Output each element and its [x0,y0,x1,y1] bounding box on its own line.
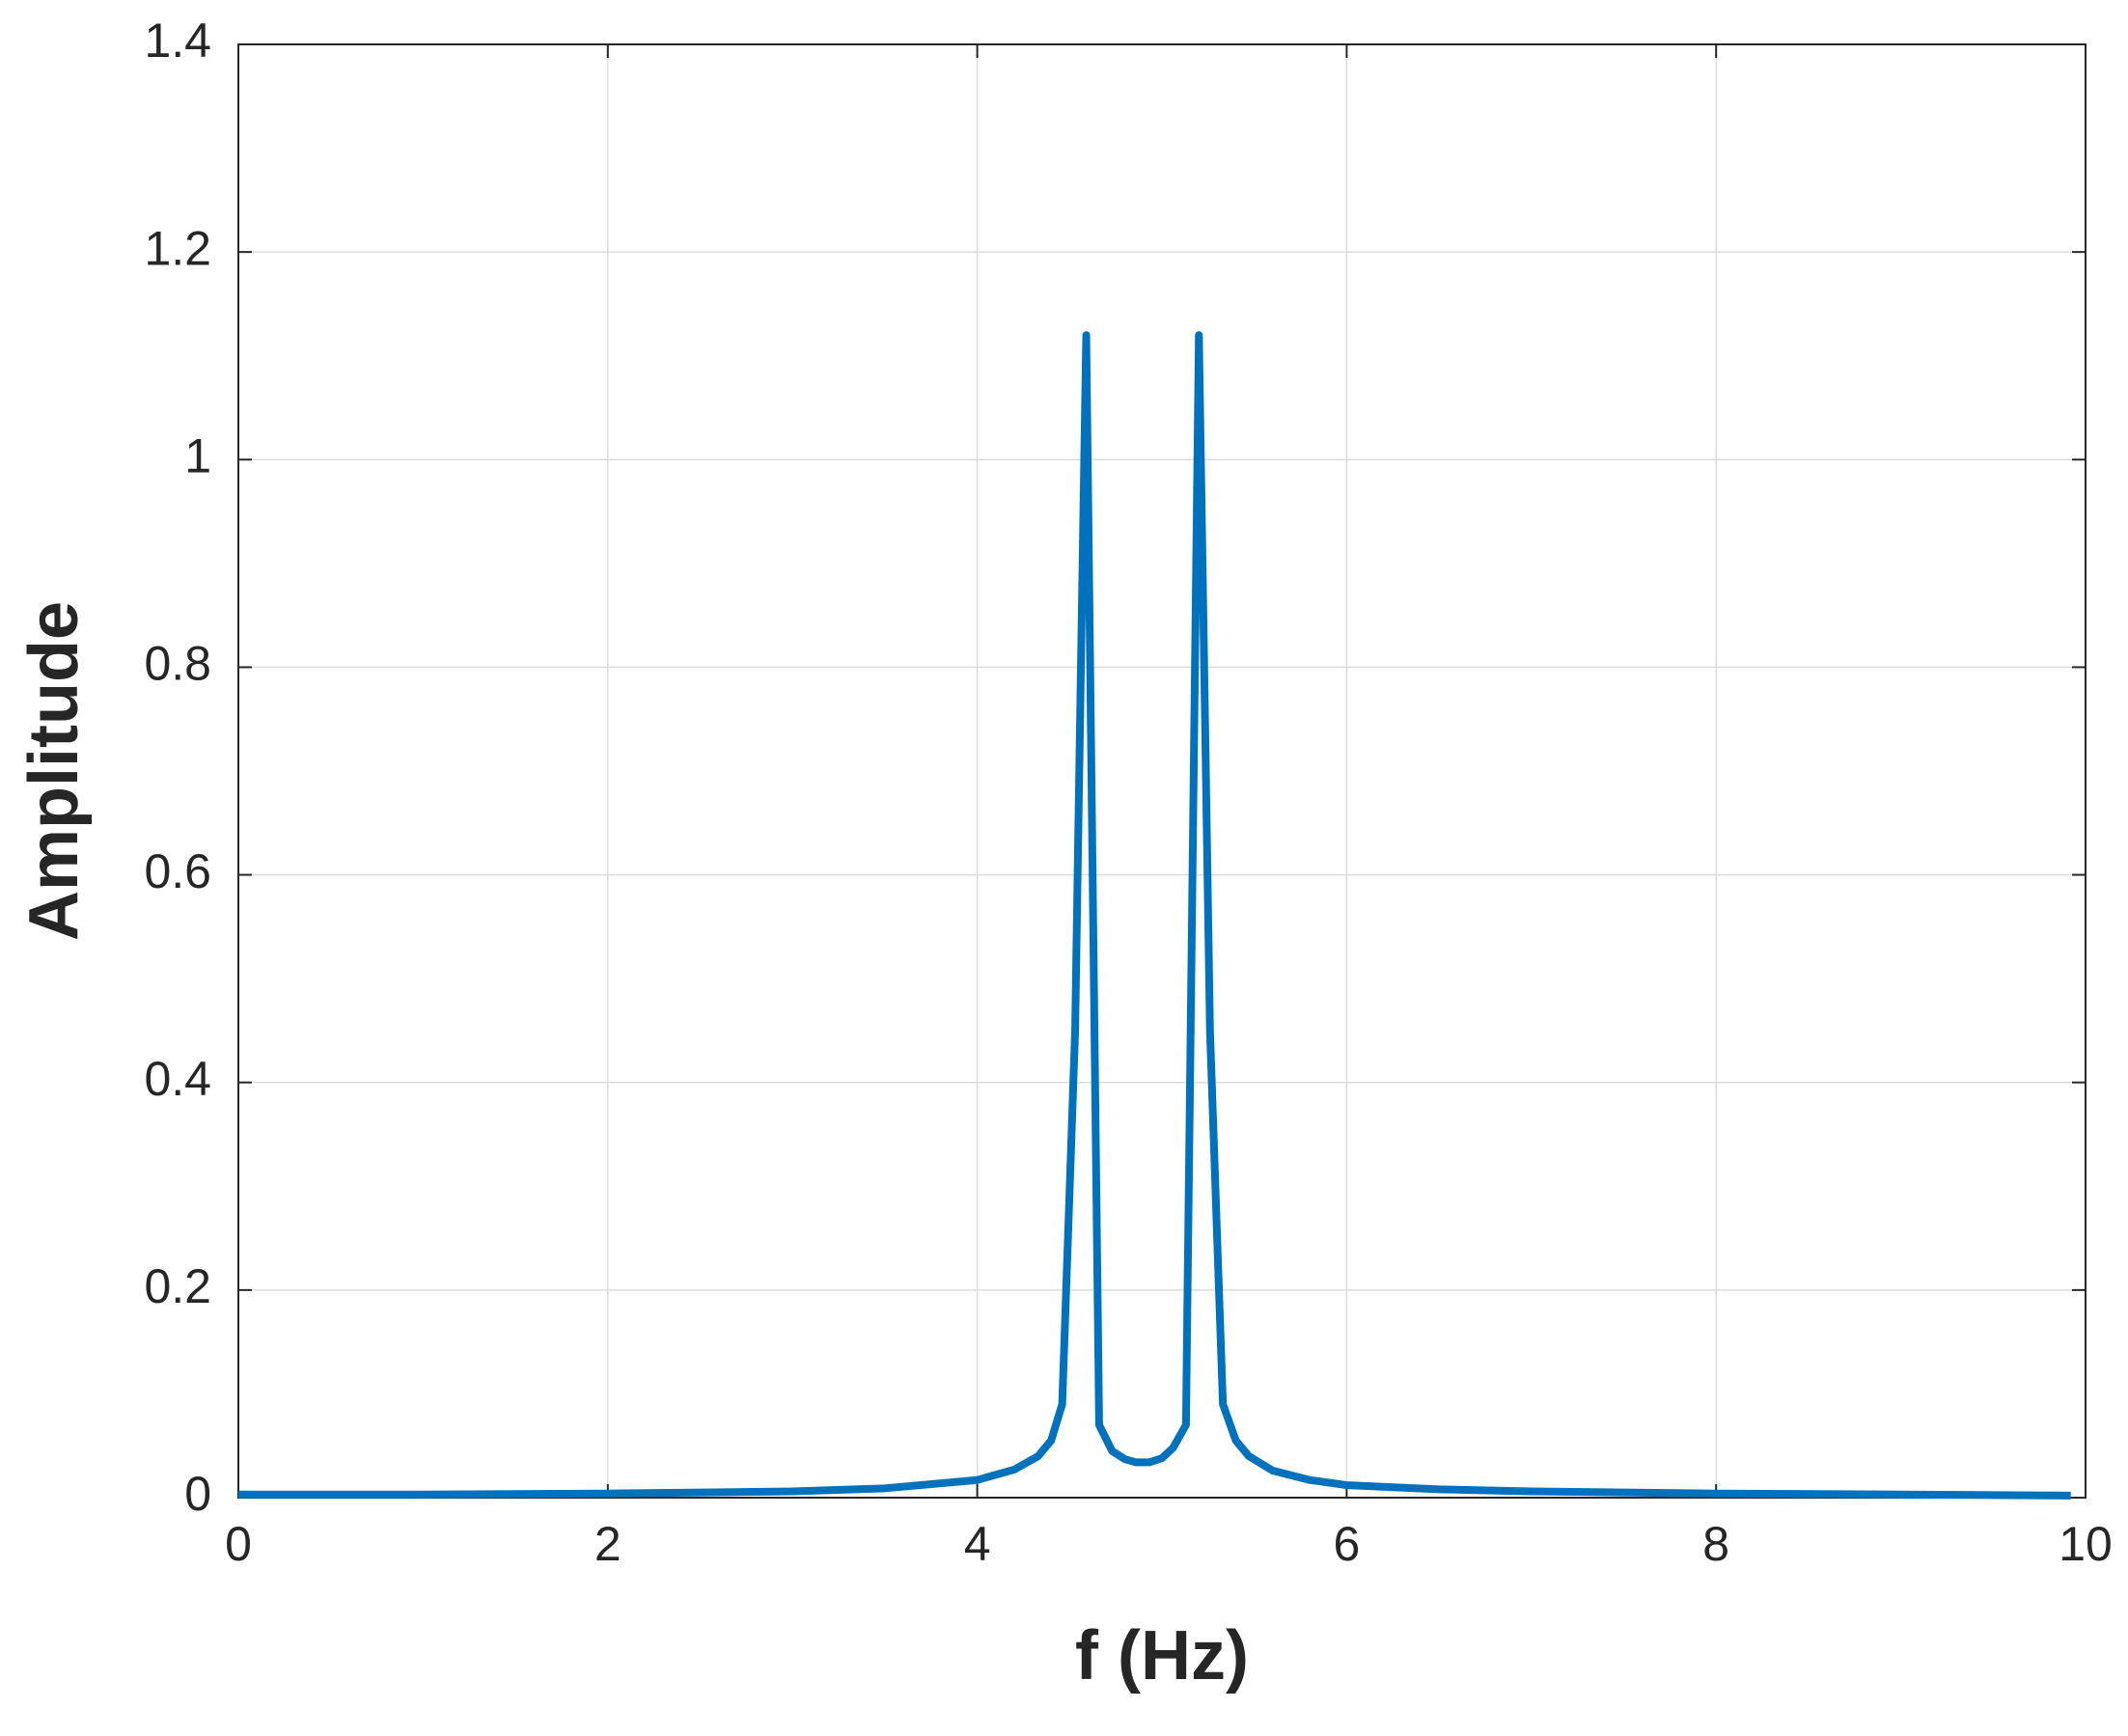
y-tick-label: 0.6 [144,844,211,898]
x-axis-label: f (Hz) [1075,1617,1249,1695]
x-tick-label: 2 [594,1517,622,1571]
y-tick-label: 1.4 [144,14,211,68]
y-tick-label: 0.8 [144,637,211,691]
y-tick-label: 1.2 [144,221,211,275]
x-tick-label: 6 [1333,1517,1360,1571]
plot-frame [237,43,2087,1499]
y-tick-label: 1 [184,428,211,482]
x-tick-label: 8 [1702,1517,1729,1571]
y-tick-label: 0 [184,1467,211,1521]
x-tick-label: 0 [225,1517,252,1571]
data-line [238,331,2071,1500]
y-tick-label: 0.4 [144,1052,211,1106]
y-axis-label: Amplitude [15,601,93,941]
x-tick-label: 10 [2059,1517,2113,1571]
y-tick-label: 0.2 [144,1259,211,1313]
x-tick-label: 4 [964,1517,991,1571]
